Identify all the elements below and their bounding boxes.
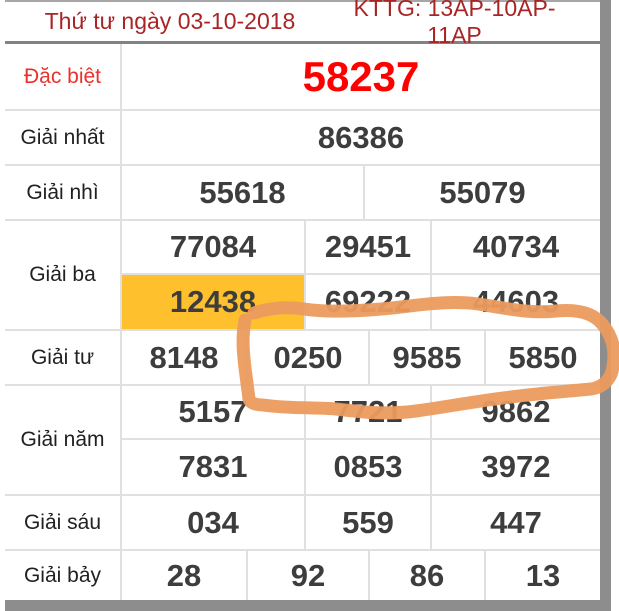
draw-date-label: Thứ tư ngày 03-10-2018 — [44, 8, 296, 34]
prize-value: 447 — [490, 504, 542, 540]
prize-value-dac-biet: 58237 — [302, 52, 420, 100]
prize-value-circled: 0250 — [248, 331, 370, 384]
table-shadow-bottom — [5, 600, 611, 611]
prize-value: 77084 — [122, 221, 306, 274]
prize-value-circled: 5850 — [508, 339, 578, 375]
kttg-label: KTTG: 13AP-10AP-11AP — [353, 0, 556, 48]
prize-value: 559 — [306, 496, 432, 549]
prize-value: 3972 — [481, 449, 551, 484]
prize-value: 034 — [122, 496, 306, 549]
prize-value: 13 — [525, 557, 561, 593]
prize-value: 55079 — [439, 174, 526, 210]
prize-value: 8148 — [122, 331, 248, 384]
prize-value: 0853 — [306, 440, 432, 494]
prize-value: 9862 — [481, 394, 551, 429]
prize-label-giai-ba: Giải ba — [5, 221, 122, 329]
prize-row-dac-biet: Đặc biệt 58237 — [5, 44, 600, 111]
prize-label-dac-biet: Đặc biệt — [5, 44, 122, 109]
lottery-results-table: Thứ tư ngày 03-10-2018 KTTG: 13AP-10AP-1… — [5, 0, 600, 600]
prize-row-giai-ba: Giải ba 77084 29451 40734 12438 69222 44… — [5, 221, 600, 331]
prize-label-giai-bay: Giải bảy — [5, 551, 122, 600]
prize-value: 40734 — [472, 229, 560, 264]
prize-value: 86 — [370, 551, 486, 600]
prize-value: 7831 — [122, 440, 306, 494]
prize-label-giai-nhat: Giải nhất — [5, 111, 122, 164]
prize-value-highlighted: 12438 — [122, 275, 306, 329]
prize-label-giai-sau: Giải sáu — [5, 496, 122, 549]
prize-row-giai-sau: Giải sáu 034 559 447 — [5, 496, 600, 551]
prize-row-giai-bay: Giải bảy 28 92 86 13 — [5, 551, 600, 600]
prize-row-giai-nhi: Giải nhì 55618 55079 — [5, 166, 600, 221]
prize-row-giai-tu: Giải tư 8148 0250 9585 5850 — [5, 331, 600, 386]
prize-value: 86386 — [317, 119, 405, 155]
prize-label-giai-nam: Giải năm — [5, 386, 122, 494]
prize-label-giai-tu: Giải tư — [5, 331, 122, 384]
prize-row-giai-nhat: Giải nhất 86386 — [5, 111, 600, 166]
prize-value: 55618 — [122, 166, 365, 219]
table-header: Thứ tư ngày 03-10-2018 KTTG: 13AP-10AP-1… — [5, 0, 600, 48]
table-top-border — [5, 0, 611, 2]
table-shadow-right — [600, 0, 611, 611]
prize-value: 44603 — [472, 284, 560, 319]
prize-value: 29451 — [306, 221, 432, 274]
prize-value: 5157 — [122, 386, 306, 439]
prize-value: 7721 — [306, 386, 432, 439]
prize-value-circled: 9585 — [370, 331, 486, 384]
prize-label-giai-nhi: Giải nhì — [5, 166, 122, 219]
prize-value: 92 — [248, 551, 370, 600]
prize-value: 28 — [122, 551, 248, 600]
prize-value: 69222 — [306, 275, 432, 329]
prize-row-giai-nam: Giải năm 5157 7721 9862 7831 0853 3972 — [5, 386, 600, 496]
